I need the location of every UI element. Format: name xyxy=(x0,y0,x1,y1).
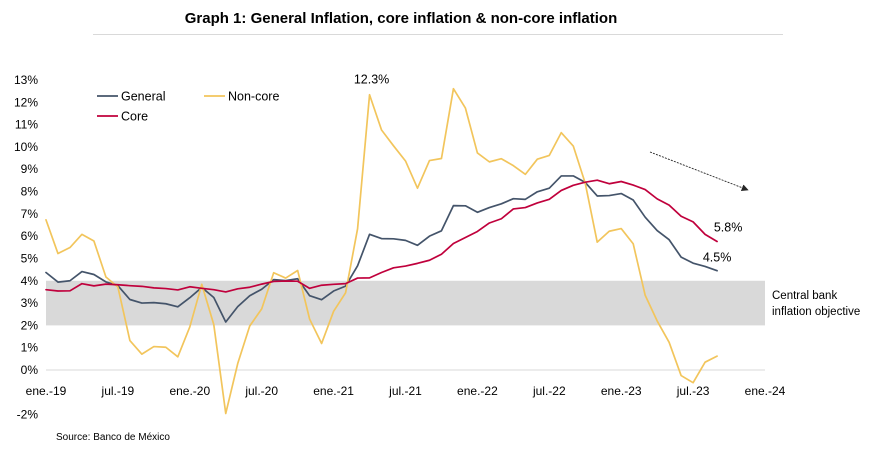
y-tick-label: 7% xyxy=(21,207,39,221)
y-tick-label: 5% xyxy=(21,251,39,265)
y-tick-label: 11% xyxy=(15,118,38,132)
y-tick-label: 8% xyxy=(21,185,39,199)
y-tick-label: -2% xyxy=(17,408,39,422)
x-tick-label: jul.-19 xyxy=(101,384,135,398)
x-tick-label: ene.-21 xyxy=(313,384,354,398)
legend: General Non-core Core xyxy=(97,90,279,124)
y-tick-label: 0% xyxy=(21,363,39,377)
x-tick-label: ene.-22 xyxy=(457,384,498,398)
series-lines xyxy=(45,87,718,415)
x-tick-label: ene.-24 xyxy=(745,384,786,398)
x-tick-label: jul.-21 xyxy=(388,384,422,398)
legend-label-non-core: Non-core xyxy=(228,90,279,104)
axes: 13% 12% 11% 10% 9% 8% 7% 6% 5% 4% 3% 2% 1% 0% -2% ene.-… xyxy=(14,73,786,422)
y-tick-label: 13% xyxy=(14,73,38,87)
y-tick-label: 1% xyxy=(21,341,39,355)
data-labels: 12.3% 5.8% 4.5% xyxy=(354,73,742,265)
data-label-non-core: 12.3% xyxy=(354,73,389,87)
x-tick-label: ene.-23 xyxy=(601,384,642,398)
source-note: Source: Banco de México xyxy=(56,432,170,443)
x-tick-label: ene.-20 xyxy=(169,384,210,398)
y-tick-label: 3% xyxy=(21,296,39,310)
x-tick-label: jul.-23 xyxy=(676,384,710,398)
x-tick-label: jul.-22 xyxy=(532,384,566,398)
x-tick-label: ene.-19 xyxy=(26,384,67,398)
y-tick-label: 2% xyxy=(21,318,39,332)
y-tick-label: 6% xyxy=(21,229,39,243)
series-line-core xyxy=(45,179,718,293)
target-band-layer: Central bank inflation objective xyxy=(46,280,860,326)
target-band-label: inflation objective xyxy=(772,306,860,318)
y-tick-label: 4% xyxy=(21,274,39,288)
target-band-label: Central bank xyxy=(772,290,837,302)
y-tick-label: 12% xyxy=(14,95,38,109)
chart-title: Graph 1: General Inflation, core inflati… xyxy=(185,10,618,27)
series-line-general xyxy=(45,175,718,323)
data-label-core: 5.8% xyxy=(714,221,743,235)
series-line-non-core xyxy=(45,87,718,415)
legend-label-general: General xyxy=(121,90,165,104)
y-tick-label: 9% xyxy=(21,162,39,176)
trend-arrow xyxy=(649,151,749,191)
x-tick-label: jul.-20 xyxy=(244,384,278,398)
legend-label-core: Core xyxy=(121,110,148,124)
data-label-general: 4.5% xyxy=(703,251,732,265)
y-tick-label: 10% xyxy=(14,140,38,154)
